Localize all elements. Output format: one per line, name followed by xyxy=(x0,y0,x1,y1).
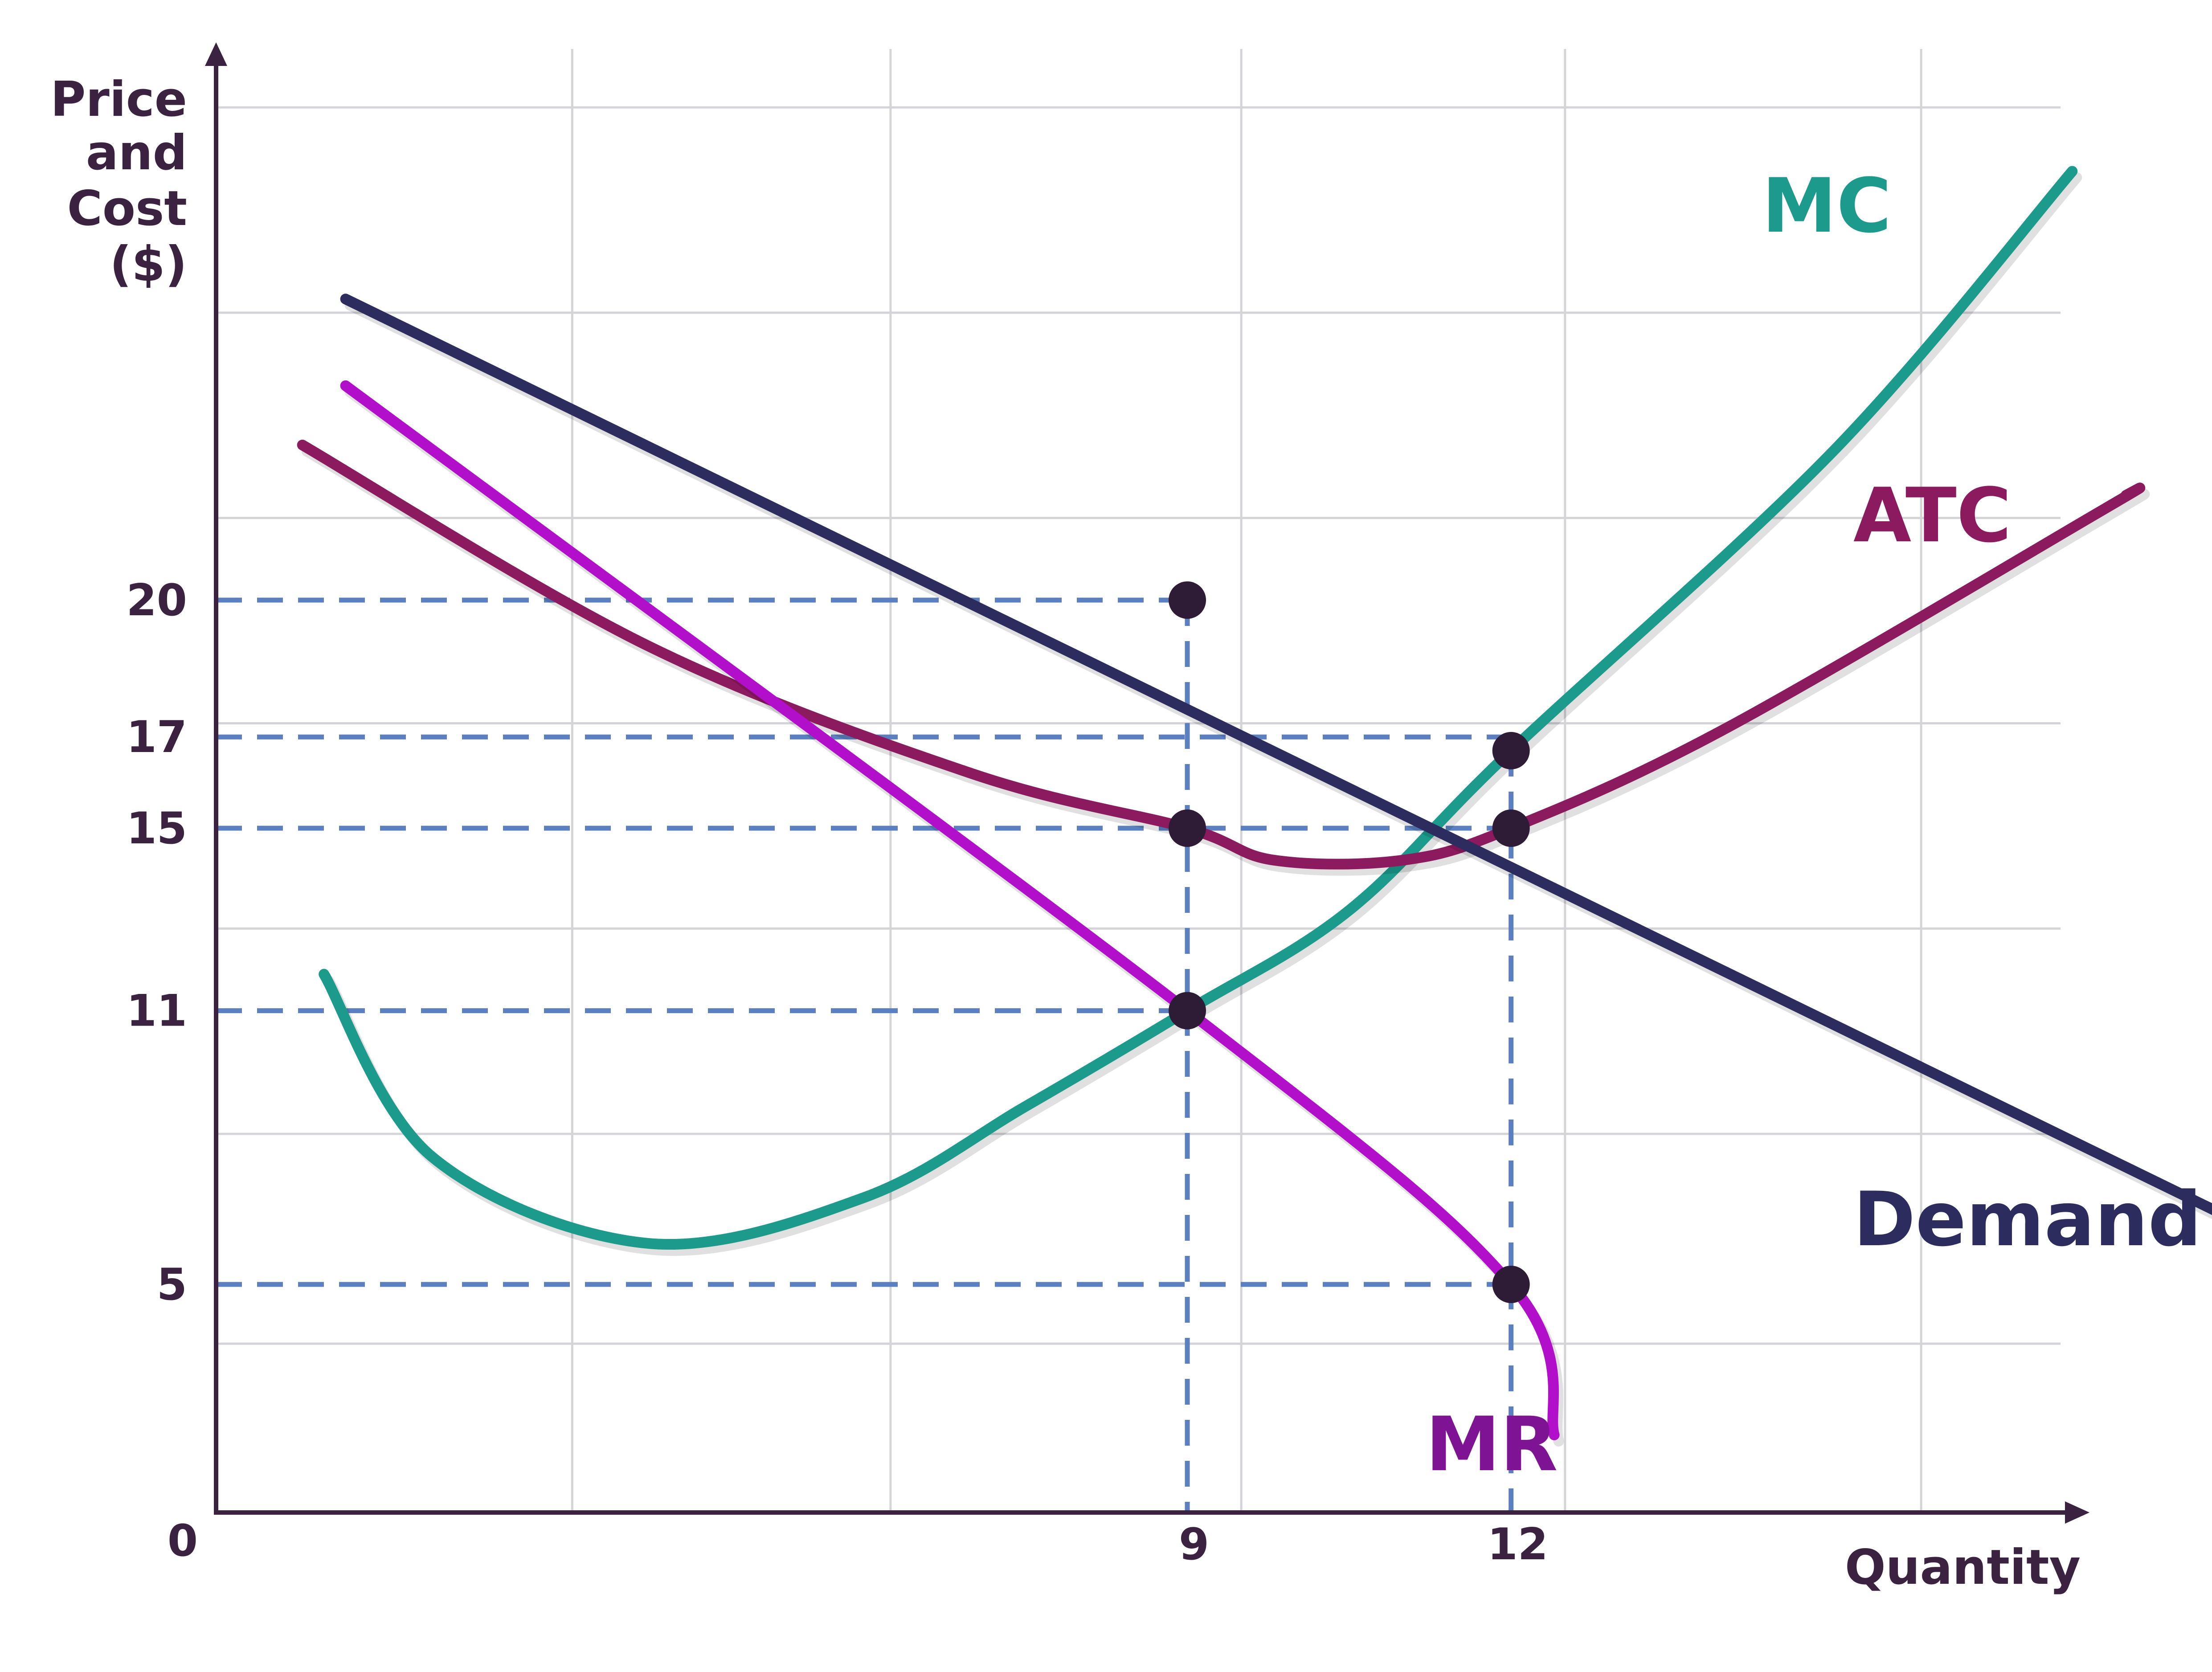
highlight-point xyxy=(1169,992,1206,1030)
y-tick-label: 17 xyxy=(127,712,187,763)
guide-lines xyxy=(216,597,1514,1513)
atc-curve xyxy=(297,439,2146,870)
atc-label: ATC xyxy=(1853,472,2012,559)
highlight-point xyxy=(1492,809,1530,847)
mr-label: MR xyxy=(1426,1401,1558,1488)
x-axis-arrow xyxy=(2065,1501,2089,1524)
x-axis-title: Quantity xyxy=(1845,1540,2081,1595)
x-tick-label: 12 xyxy=(1487,1519,1548,1570)
tick-labels: 5 11 15 17 20 9 12 xyxy=(127,575,1548,1570)
curve-labels: Demand MR ATC MC xyxy=(1426,162,2202,1488)
highlight-point xyxy=(1169,581,1206,619)
y-axis-title-line-2: and xyxy=(86,125,187,181)
grid xyxy=(216,49,2061,1513)
origin-label: 0 xyxy=(168,1516,198,1566)
y-axis-title-line-1: Price xyxy=(50,72,187,127)
highlighted-points xyxy=(1169,581,1530,1303)
axes xyxy=(205,42,2089,1524)
mc-label: MC xyxy=(1762,162,1891,249)
y-tick-label: 15 xyxy=(127,803,187,854)
demand-curve xyxy=(340,294,2212,1215)
y-tick-label: 11 xyxy=(127,986,187,1037)
y-axis-title-line-4: ($) xyxy=(110,237,187,292)
x-tick-label: 9 xyxy=(1179,1519,1209,1570)
y-tick-label: 5 xyxy=(157,1259,187,1310)
mc-curve xyxy=(319,166,2078,1250)
highlight-point xyxy=(1492,1266,1530,1303)
curves xyxy=(297,166,2212,1447)
demand-label: Demand xyxy=(1853,1176,2202,1263)
highlight-point xyxy=(1169,809,1206,847)
y-axis-arrow xyxy=(205,42,227,66)
y-axis-title-line-3: Cost xyxy=(67,181,187,237)
highlight-point xyxy=(1492,732,1530,769)
mr-curve xyxy=(340,380,1560,1440)
y-tick-label: 20 xyxy=(127,575,187,626)
